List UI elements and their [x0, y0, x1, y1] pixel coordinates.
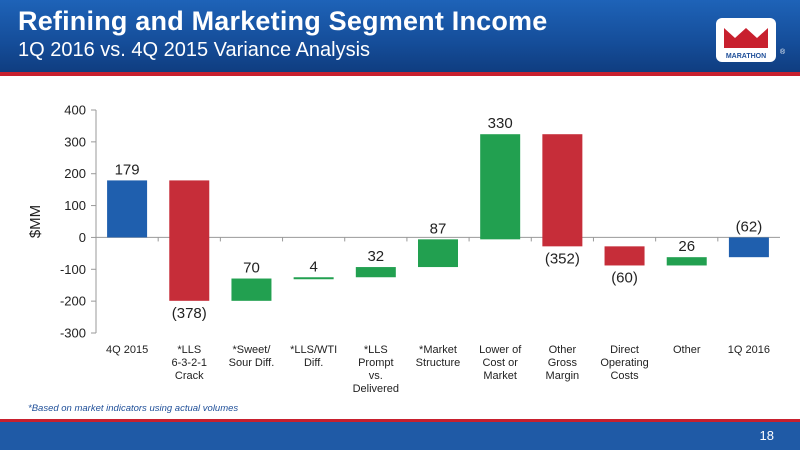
y-tick-label: -200: [60, 294, 86, 309]
category-label-line: *LLS: [177, 344, 201, 356]
category-label-line: 4Q 2015: [106, 344, 148, 356]
bar-value-label: 70: [243, 260, 260, 277]
category-label-line: Other: [673, 344, 701, 356]
waterfall-chart: 400 300 200 100 0 -100 -200 -300 $MM 179 (378) 70 4 3…: [27, 103, 780, 395]
category-label-line: Crack: [175, 370, 204, 382]
waterfall-bar: [542, 134, 583, 247]
slide-title: Refining and Marketing Segment Income: [18, 6, 548, 36]
category-label: Direct Operating Costs: [600, 344, 648, 382]
waterfall-bar: [666, 257, 707, 266]
category-label-line: 6-3-2-1: [172, 357, 207, 369]
marathon-logo: MARATHON ®: [716, 18, 786, 62]
waterfall-bar: [418, 239, 458, 268]
bar-value-label: (352): [545, 250, 580, 267]
category-label-line: *Market: [419, 344, 457, 356]
footnote: *Based on market indicators using actual…: [28, 403, 239, 414]
waterfall-bar: [604, 246, 645, 266]
y-tick-label: 100: [64, 198, 86, 213]
y-tick-label: 300: [64, 134, 86, 149]
page-number: 18: [759, 428, 774, 443]
category-label-line: Lower of: [479, 344, 522, 356]
category-label-line: Other: [549, 344, 577, 356]
category-label-line: *LLS/WTI: [290, 344, 337, 356]
waterfall-bar: [169, 180, 210, 301]
bar-value-label: 26: [678, 238, 695, 255]
y-tick-label: 200: [64, 166, 86, 181]
y-tick-label: 0: [79, 230, 86, 245]
waterfall-bar: [728, 237, 769, 258]
category-label-line: Sour Diff.: [229, 357, 275, 369]
category-label: *LLS Prompt vs. Delivered: [353, 344, 399, 395]
logo-mark-icon: [724, 28, 768, 48]
bar-value-label: 4: [309, 258, 317, 275]
category-label-line: Market: [483, 370, 517, 382]
category-label-line: Delivered: [353, 383, 399, 395]
category-label: 1Q 2016: [728, 344, 770, 356]
category-label-line: Operating: [600, 357, 648, 369]
category-label: *Market Structure: [416, 344, 461, 369]
category-label-line: Gross: [548, 357, 578, 369]
bar-value-label: 87: [430, 220, 447, 237]
category-label: *LLS/WTI Diff.: [290, 344, 337, 369]
bar-value-label: 179: [115, 161, 140, 178]
category-label-line: *Sweet/: [232, 344, 271, 356]
waterfall-bar: [480, 134, 521, 240]
category-label-line: Margin: [546, 370, 580, 382]
category-label-line: Prompt: [358, 357, 393, 369]
y-tick-label: -100: [60, 262, 86, 277]
y-tick-label: 400: [64, 103, 86, 118]
waterfall-bar: [107, 180, 148, 238]
slide-footer: 18: [0, 422, 800, 450]
category-label: Other Gross Margin: [546, 344, 580, 382]
bar-value-label: (60): [611, 269, 638, 286]
logo-registered-mark: ®: [780, 48, 786, 56]
y-tick-label: -300: [60, 326, 86, 341]
slide-subtitle: 1Q 2016 vs. 4Q 2015 Variance Analysis: [18, 39, 371, 61]
bar-value-label: (378): [172, 305, 207, 322]
waterfall-bar: [355, 267, 396, 278]
category-label: 4Q 2015: [106, 344, 148, 356]
footer-rule: [0, 419, 800, 422]
waterfall-bar: [231, 278, 272, 301]
category-label-line: Direct: [610, 344, 639, 356]
header-rule: [0, 72, 800, 76]
category-label: Lower of Cost or Market: [479, 344, 522, 382]
category-label-line: *LLS: [364, 344, 388, 356]
category-label: Other: [673, 344, 701, 356]
waterfall-bar: [293, 277, 334, 280]
category-label-line: 1Q 2016: [728, 344, 770, 356]
slide-header: Refining and Marketing Segment Income 1Q…: [0, 0, 800, 72]
bar-value-label: (62): [736, 218, 763, 235]
category-label: *Sweet/Sour Diff.: [229, 344, 275, 369]
bar-value-label: 330: [488, 115, 513, 132]
category-label-line: vs.: [369, 370, 383, 382]
bar-value-label: 32: [367, 248, 384, 265]
category-label-line: Structure: [416, 357, 461, 369]
category-label-line: Cost or: [482, 357, 518, 369]
logo-text: MARATHON: [726, 53, 766, 60]
category-label-line: Diff.: [304, 357, 323, 369]
category-label-line: Costs: [610, 370, 639, 382]
y-axis-title: $MM: [27, 205, 44, 238]
category-label: *LLS 6-3-2-1 Crack: [172, 344, 207, 382]
